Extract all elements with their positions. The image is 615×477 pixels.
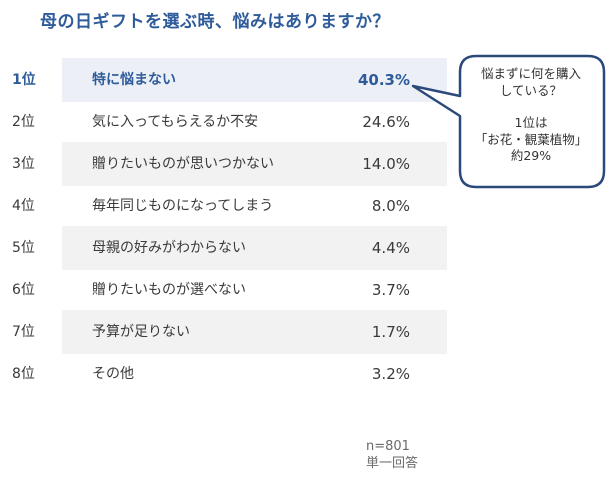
rank-label: 6位 bbox=[12, 282, 35, 298]
rank-label: 7位 bbox=[12, 324, 35, 340]
percent-value: 14.0% bbox=[362, 155, 410, 173]
table-row: 5位 母親の好みがわからない 4.4% bbox=[0, 226, 448, 270]
answer-label: 特に悩まない bbox=[92, 72, 176, 88]
percent-value: 40.3% bbox=[357, 71, 410, 89]
callout-line: 「お花・観葉植物」 bbox=[474, 131, 588, 147]
answer-label: 贈りたいものが選べない bbox=[92, 282, 246, 298]
rank-label: 1位 bbox=[12, 72, 36, 88]
callout-text: 悩まずに何を購入 している？ 1位は 「お花・観葉植物」 約29% bbox=[460, 66, 602, 165]
percent-value: 8.0% bbox=[371, 197, 410, 215]
rank-label: 5位 bbox=[12, 240, 35, 256]
answer-label: その他 bbox=[92, 366, 134, 382]
ranking-table: 1位 特に悩まない 40.3% 2位 気に入ってもらえるか不安 24.6% 3位… bbox=[0, 58, 448, 394]
rank-label: 4位 bbox=[12, 198, 35, 214]
answer-type: 単一回答 bbox=[366, 456, 419, 471]
sample-size: n=801 bbox=[366, 439, 410, 454]
row-background bbox=[62, 310, 447, 354]
rank-label: 2位 bbox=[12, 114, 35, 130]
table-row: 2位 気に入ってもらえるか不安 24.6% bbox=[0, 100, 448, 142]
percent-value: 4.4% bbox=[371, 239, 410, 257]
callout-line: している？ bbox=[499, 82, 563, 98]
rank-label: 3位 bbox=[12, 156, 35, 172]
callout-line: 1位は bbox=[514, 115, 548, 130]
table-row: 7位 予算が足りない 1.7% bbox=[0, 310, 448, 354]
percent-value: 1.7% bbox=[371, 323, 410, 341]
rank-label: 8位 bbox=[12, 366, 35, 382]
callout-line: 約29% bbox=[510, 148, 552, 163]
answer-label: 毎年同じものになってしまう bbox=[92, 198, 274, 214]
callout-line: 悩まずに何を購入 bbox=[480, 66, 581, 81]
percent-value: 3.7% bbox=[371, 281, 410, 299]
row-background bbox=[62, 58, 447, 102]
table-row: 1位 特に悩まない 40.3% bbox=[0, 58, 448, 102]
percent-value: 24.6% bbox=[362, 113, 410, 131]
table-row: 6位 贈りたいものが選べない 3.7% bbox=[0, 268, 448, 310]
row-background bbox=[62, 226, 447, 270]
percent-value: 3.2% bbox=[371, 365, 410, 383]
table-row: 4位 毎年同じものになってしまう 8.0% bbox=[0, 184, 448, 226]
callout-spacer bbox=[460, 99, 602, 115]
table-row: 8位 その他 3.2% bbox=[0, 352, 448, 394]
answer-label: 予算が足りない bbox=[92, 324, 190, 340]
sample-note: n=801 単一回答 bbox=[366, 438, 418, 472]
answer-label: 母親の好みがわからない bbox=[92, 240, 246, 256]
answer-label: 贈りたいものが思いつかない bbox=[92, 156, 274, 172]
table-row: 3位 贈りたいものが思いつかない 14.0% bbox=[0, 142, 448, 186]
row-background bbox=[62, 142, 447, 186]
chart-title: 母の日ギフトを選ぶ時、悩みはありますか？ bbox=[40, 12, 390, 32]
answer-label: 気に入ってもらえるか不安 bbox=[92, 114, 259, 130]
